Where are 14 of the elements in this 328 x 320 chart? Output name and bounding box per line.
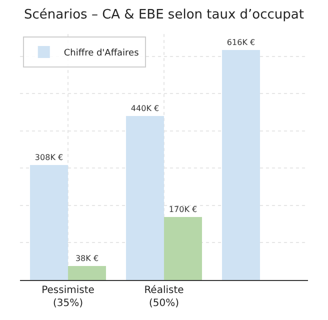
data-label: 308K €: [34, 153, 64, 162]
legend-label: Chiffre d'Affaires: [64, 48, 140, 58]
x-tick-label: Pessimiste (35%): [42, 285, 94, 309]
bar: [68, 266, 106, 280]
data-label: 38K €: [75, 254, 99, 263]
bar: [30, 165, 68, 280]
bar: [126, 116, 164, 280]
bar: [222, 50, 260, 280]
data-label: 170K €: [168, 205, 198, 214]
chart-title: Scénarios – CA & EBE selon taux d’occupat: [24, 8, 304, 23]
bar: [164, 217, 202, 280]
x-tick-label: Réaliste (50%): [144, 285, 184, 309]
data-label: 440K €: [130, 104, 160, 113]
data-label: 616K €: [226, 38, 256, 47]
